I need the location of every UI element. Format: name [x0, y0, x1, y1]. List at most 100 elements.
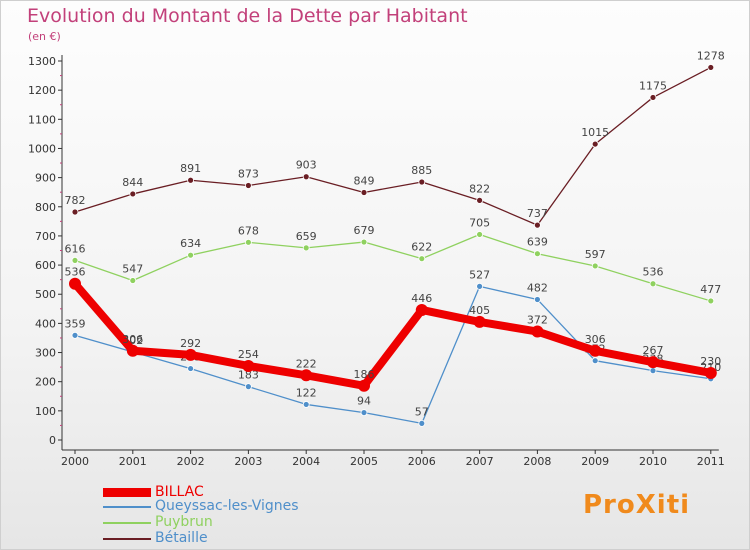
x-tick-label: 2005: [350, 455, 378, 468]
data-point-puybrun: [591, 262, 599, 270]
legend-swatch-billac: [103, 488, 151, 497]
legend-label-betaille: Bétaille: [155, 530, 208, 546]
data-point-billac: [69, 277, 81, 290]
data-point-billac: [242, 359, 255, 372]
data-label-puybrun: 678: [238, 224, 259, 237]
data-label-b-taille: 737: [527, 207, 548, 220]
data-point-queyssac-les-vignes: [71, 331, 79, 339]
proxiti-logo: ProXiti: [583, 490, 690, 520]
data-point-puybrun: [187, 251, 195, 259]
data-label-b-taille: 1015: [581, 126, 609, 139]
legend-swatch-queyssac: [103, 506, 151, 508]
data-point-billac: [300, 369, 313, 382]
data-label-billac: 267: [643, 344, 664, 357]
y-tick-label: 600: [35, 259, 56, 272]
data-label-queyssac-les-vignes: 527: [469, 268, 490, 281]
y-tick-label: 1200: [28, 84, 56, 97]
data-point-b-taille: [360, 189, 368, 196]
data-label-puybrun: 477: [700, 283, 721, 296]
data-label-b-taille: 1175: [639, 79, 667, 92]
data-point-billac: [473, 315, 486, 328]
legend-swatch-betaille: [103, 538, 151, 540]
data-point-b-taille: [534, 221, 541, 229]
data-point-billac: [415, 303, 428, 316]
y-tick-label: 1100: [28, 113, 56, 126]
data-label-b-taille: 849: [354, 174, 375, 187]
data-point-queyssac-les-vignes: [302, 401, 310, 408]
data-label-b-taille: 885: [411, 164, 432, 177]
data-point-queyssac-les-vignes: [534, 296, 541, 303]
data-label-puybrun: 679: [354, 224, 375, 237]
data-label-queyssac-les-vignes: 122: [296, 386, 317, 399]
data-label-b-taille: 844: [122, 176, 143, 189]
x-tick-label: 2001: [119, 455, 147, 468]
y-tick-label: 700: [35, 230, 56, 243]
data-label-billac: 306: [122, 333, 143, 346]
x-tick-label: 2003: [234, 455, 262, 468]
data-point-puybrun: [418, 255, 426, 263]
data-point-puybrun: [360, 238, 368, 246]
data-label-queyssac-les-vignes: 183: [238, 369, 259, 382]
data-label-billac: 186: [354, 368, 375, 381]
data-label-b-taille: 873: [238, 167, 259, 180]
data-point-puybrun: [534, 250, 541, 258]
y-tick-label: 100: [35, 405, 56, 418]
series-line-queyssac-les-vignes: [74, 285, 712, 425]
y-tick-label: 500: [35, 288, 56, 301]
data-label-billac: 222: [296, 357, 317, 370]
data-label-billac: 306: [585, 333, 606, 346]
data-label-billac: 536: [65, 266, 86, 279]
x-tick-label: 2009: [581, 455, 609, 468]
data-point-queyssac-les-vignes: [244, 383, 252, 391]
y-tick-label: 1300: [28, 55, 56, 68]
data-label-b-taille: 891: [180, 162, 201, 175]
data-point-puybrun: [302, 244, 310, 252]
data-label-billac: 405: [469, 304, 490, 317]
data-label-puybrun: 639: [527, 236, 548, 249]
data-point-b-taille: [187, 176, 195, 184]
data-label-b-taille: 903: [296, 159, 317, 172]
data-label-billac: 292: [180, 337, 201, 350]
data-point-b-taille: [591, 140, 599, 148]
series-line-billac: [71, 279, 715, 390]
x-tick-label: 2006: [408, 455, 436, 468]
data-label-queyssac-les-vignes: 57: [415, 405, 429, 418]
data-label-puybrun: 616: [65, 242, 86, 255]
data-label-b-taille: 782: [65, 194, 86, 207]
x-tick-label: 2002: [177, 455, 205, 468]
data-point-queyssac-les-vignes: [591, 357, 599, 365]
data-label-billac: 372: [527, 314, 548, 327]
y-tick-label: 300: [35, 347, 56, 360]
data-label-puybrun: 622: [411, 241, 432, 254]
data-point-b-taille: [244, 182, 252, 189]
y-tick-label: 400: [35, 317, 56, 330]
data-point-b-taille: [476, 196, 484, 204]
y-tick-label: 800: [35, 201, 56, 214]
data-point-b-taille: [649, 94, 657, 101]
y-tick-label: 0: [49, 434, 56, 447]
chart-title: Evolution du Montant de la Dette par Hab…: [27, 5, 468, 27]
data-label-puybrun: 659: [296, 230, 317, 243]
legend-swatch-puybrun: [103, 522, 151, 524]
data-point-queyssac-les-vignes: [476, 282, 484, 290]
data-label-puybrun: 597: [585, 248, 606, 261]
x-tick-label: 2007: [466, 455, 494, 468]
data-point-billac: [184, 348, 197, 361]
series-line-puybrun: [74, 233, 712, 302]
data-label-billac: 254: [238, 348, 259, 361]
data-label-billac: 230: [700, 355, 721, 368]
data-point-puybrun: [244, 238, 252, 246]
data-point-queyssac-les-vignes: [187, 365, 195, 372]
data-label-billac: 446: [411, 292, 432, 305]
data-point-billac: [126, 344, 139, 357]
data-point-puybrun: [707, 297, 715, 305]
data-point-puybrun: [71, 257, 79, 264]
data-point-puybrun: [476, 231, 484, 238]
unit-label: (en €): [28, 30, 61, 43]
data-label-queyssac-les-vignes: 94: [357, 395, 371, 408]
data-point-b-taille: [707, 64, 715, 71]
data-label-b-taille: 1278: [697, 49, 725, 62]
data-point-billac: [647, 356, 659, 369]
data-point-puybrun: [649, 280, 657, 288]
data-point-queyssac-les-vignes: [360, 409, 368, 416]
